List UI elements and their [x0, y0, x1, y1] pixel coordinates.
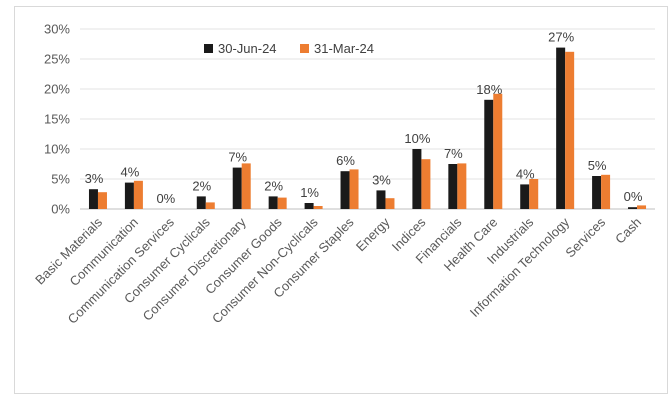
data-label: 2% [264, 178, 283, 193]
data-label: 7% [228, 150, 247, 165]
x-axis-categories: Basic MaterialsCommunicationCommunicatio… [32, 214, 644, 327]
bar-series-2 [133, 180, 143, 209]
data-label: 3% [85, 171, 104, 186]
bar-series-2 [313, 206, 323, 209]
y-tick-label: 25% [44, 52, 70, 67]
data-labels: 3% 4% 0% 2% 7% 2% 1% 6% 3% 10% 7% 18% 4% 27% 5% 0% [85, 30, 643, 206]
legend-swatch-series-2 [300, 44, 309, 53]
bar-series-2 [385, 198, 395, 209]
bar-series-1 [376, 190, 386, 209]
legend-label-series-2: 31-Mar-24 [314, 41, 374, 56]
bars [88, 47, 647, 209]
data-label: 27% [548, 30, 574, 45]
data-label: 4% [516, 166, 535, 181]
y-tick-label: 15% [44, 112, 70, 127]
data-label: 7% [444, 146, 463, 161]
y-tick-label: 5% [51, 172, 70, 187]
data-label: 4% [121, 165, 140, 180]
data-label: 3% [372, 172, 391, 187]
bar-series-2 [637, 205, 647, 209]
bar-series-2 [421, 159, 431, 209]
bar-series-1 [484, 99, 494, 209]
legend-label-series-1: 30-Jun-24 [218, 41, 277, 56]
bar-series-2 [241, 163, 251, 209]
bar-series-1 [556, 47, 566, 209]
bar-series-2 [97, 192, 107, 209]
legend-swatch-series-1 [204, 44, 213, 53]
data-label: 6% [336, 153, 355, 168]
legend: 30-Jun-24 31-Mar-24 [204, 41, 374, 56]
bar-series-1 [520, 184, 530, 209]
data-label: 0% [624, 189, 643, 204]
bar-series-1 [88, 189, 98, 209]
bar-series-2 [601, 174, 611, 209]
bar-series-2 [493, 93, 503, 209]
data-label: 0% [156, 191, 175, 206]
data-label: 1% [300, 185, 319, 200]
bar-series-2 [205, 202, 215, 209]
x-category-label: Services [562, 214, 608, 260]
bar-series-1 [412, 149, 422, 209]
data-label: 10% [404, 131, 430, 146]
bar-series-2 [529, 179, 539, 209]
x-category-label: Energy [353, 214, 393, 254]
bar-series-1 [448, 164, 458, 209]
bar-series-1 [268, 196, 278, 209]
bar-series-1 [124, 182, 134, 209]
y-tick-label: 0% [51, 202, 70, 217]
y-tick-label: 30% [44, 22, 70, 37]
bar-series-2 [565, 51, 575, 209]
bar-series-1 [628, 207, 638, 209]
bar-series-1 [304, 203, 314, 209]
bar-series-2 [277, 197, 287, 209]
bar-series-1 [232, 167, 242, 209]
data-label: 2% [192, 178, 211, 193]
bar-series-1 [196, 196, 206, 209]
bar-series-1 [340, 171, 350, 209]
bar-series-2 [457, 163, 467, 209]
y-tick-label: 20% [44, 82, 70, 97]
bar-series-2 [349, 169, 359, 209]
y-tick-label: 10% [44, 142, 70, 157]
y-axis-ticks: 0% 5% 10% 15% 20% 25% 30% [44, 22, 70, 217]
bar-series-1 [592, 176, 602, 209]
data-label: 5% [588, 158, 607, 173]
x-category-label: Cash [612, 215, 644, 247]
data-label: 18% [476, 82, 502, 97]
